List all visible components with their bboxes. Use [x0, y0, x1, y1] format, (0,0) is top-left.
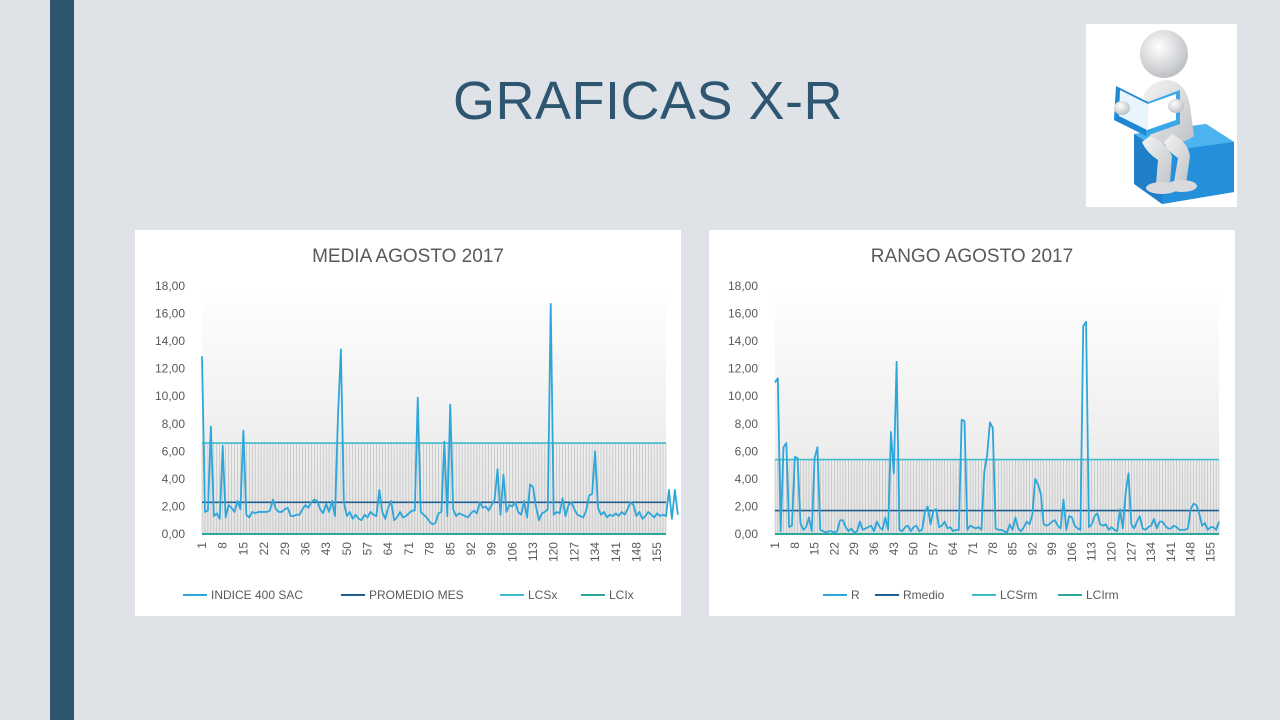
legend-label: LCSx [528, 588, 557, 602]
y-tick-label: 6,00 [735, 444, 759, 458]
x-tick-label: 50 [340, 542, 354, 556]
y-tick-label: 16,00 [155, 307, 185, 321]
clipart-image [1086, 24, 1237, 207]
legend-label: INDICE 400 SAC [211, 588, 303, 602]
x-tick-label: 64 [946, 542, 960, 556]
x-tick-label: 15 [808, 542, 822, 556]
legend-label: Rmedio [903, 588, 945, 602]
x-tick-label: 92 [1025, 542, 1039, 556]
x-tick-label: 36 [298, 542, 312, 556]
plot-area [202, 286, 666, 534]
x-tick-label: 127 [1124, 542, 1138, 562]
x-tick-label: 22 [827, 542, 841, 556]
chart-rango-svg: RANGO AGOSTO 2017 0,00 2,00 4,00 6,00 8,00 10,… [728, 246, 1220, 602]
x-tick-label: 50 [907, 542, 921, 556]
y-tick-label: 6,00 [162, 444, 186, 458]
accent-side-bar [50, 0, 74, 720]
slide-title: GRAFICAS X-R [452, 71, 844, 131]
x-tick-label: 71 [402, 542, 416, 556]
x-tick-label: 92 [464, 542, 478, 556]
x-tick-label: 29 [278, 542, 292, 556]
plot-area [775, 286, 1219, 534]
x-tick-label: 155 [650, 542, 664, 562]
x-tick-label: 78 [986, 542, 1000, 556]
x-tick-label: 106 [1065, 542, 1079, 562]
y-tick-label: 0,00 [162, 527, 186, 541]
x-tick-label: 78 [423, 542, 437, 556]
x-tick-label: 36 [867, 542, 881, 556]
x-tick-label: 1 [768, 542, 782, 549]
chart-media-svg: MEDIA AGOSTO 2017 0,00 2,00 4,00 6,00 8,00 10,… [155, 246, 679, 602]
y-tick-label: 14,00 [728, 334, 758, 348]
x-tick-label: 99 [1045, 542, 1059, 556]
y-tick-label: 12,00 [728, 362, 758, 376]
legend-label: LCIx [609, 588, 634, 602]
x-tick-label: 120 [547, 542, 561, 562]
chart-title: RANGO AGOSTO 2017 [871, 246, 1073, 267]
x-tick-label: 43 [887, 542, 901, 556]
y-tick-label: 4,00 [735, 472, 759, 486]
y-tick-label: 2,00 [735, 499, 759, 513]
y-tick-label: 8,00 [162, 417, 186, 431]
x-tick-label: 120 [1105, 542, 1119, 562]
x-tick-label: 141 [609, 542, 623, 562]
x-tick-label: 134 [1144, 542, 1158, 562]
y-tick-label: 8,00 [735, 417, 759, 431]
chart-panel-media: MEDIA AGOSTO 2017 0,00 2,00 4,00 6,00 8,00 10,… [135, 230, 681, 616]
y-tick-label: 10,00 [728, 389, 758, 403]
legend-label: LCSrm [1000, 588, 1037, 602]
x-tick-label: 148 [629, 542, 643, 562]
x-tick-label: 15 [236, 542, 250, 556]
y-tick-label: 2,00 [162, 499, 186, 513]
x-tick-label: 71 [966, 542, 980, 556]
x-tick-label: 43 [319, 542, 333, 556]
x-tick-label: 57 [361, 542, 375, 556]
x-tick-label: 57 [926, 542, 940, 556]
x-tick-label: 22 [257, 542, 271, 556]
legend-label: R [851, 588, 860, 602]
y-tick-label: 10,00 [155, 389, 185, 403]
x-tick-label: 8 [216, 542, 230, 549]
x-tick-label: 148 [1184, 542, 1198, 562]
chart-panel-rango: RANGO AGOSTO 2017 0,00 2,00 4,00 6,00 8,00 10,… [709, 230, 1235, 616]
x-tick-label: 113 [526, 542, 540, 561]
x-tick-label: 99 [485, 542, 499, 556]
chart-title: MEDIA AGOSTO 2017 [312, 246, 504, 267]
x-tick-label: 85 [443, 542, 457, 556]
person-reading-book-icon [1114, 30, 1234, 204]
y-tick-label: 12,00 [155, 362, 185, 376]
y-tick-label: 0,00 [735, 527, 759, 541]
legend-label: LCIrm [1086, 588, 1119, 602]
legend-label: PROMEDIO MES [369, 588, 464, 602]
y-tick-label: 18,00 [155, 279, 185, 293]
y-tick-label: 14,00 [155, 334, 185, 348]
x-tick-label: 85 [1006, 542, 1020, 556]
x-tick-label: 155 [1204, 542, 1218, 562]
x-tick-label: 141 [1164, 542, 1178, 562]
x-tick-label: 8 [788, 542, 802, 549]
y-tick-label: 18,00 [728, 279, 758, 293]
x-tick-label: 106 [505, 542, 519, 562]
y-tick-label: 4,00 [162, 472, 186, 486]
x-tick-label: 64 [381, 542, 395, 556]
y-tick-label: 16,00 [728, 307, 758, 321]
x-tick-label: 1 [195, 542, 209, 549]
x-tick-label: 113 [1085, 542, 1099, 561]
x-tick-label: 134 [588, 542, 602, 562]
series-line-indice-400-sac [201, 303, 679, 526]
x-tick-label: 29 [847, 542, 861, 556]
series-line-r [774, 320, 1220, 534]
x-tick-label: 127 [567, 542, 581, 562]
